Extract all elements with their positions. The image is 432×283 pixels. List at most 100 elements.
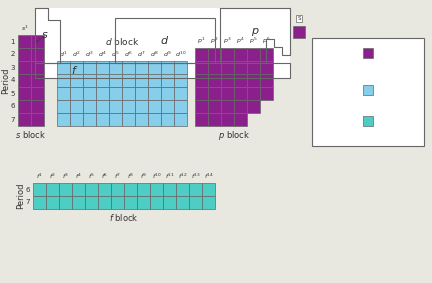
Bar (70, 100, 83, 113)
Text: $f^{3}$: $f^{3}$ (62, 172, 69, 181)
Bar (96, 87, 109, 100)
Text: $p$: $p$ (251, 27, 259, 38)
Bar (150, 183, 163, 196)
Bar (135, 74, 148, 87)
Bar (124, 196, 137, 209)
Bar (31, 100, 44, 113)
Text: $f^{14}$: $f^{14}$ (203, 172, 213, 181)
Bar (18, 61, 31, 74)
Bar (137, 183, 150, 196)
Bar (189, 196, 202, 209)
Text: S: S (297, 16, 301, 21)
Text: Period: Period (16, 183, 25, 209)
Bar (18, 113, 31, 126)
Bar (111, 196, 124, 209)
Bar (221, 74, 234, 87)
Bar (96, 61, 109, 74)
Bar (31, 87, 44, 100)
Text: $f^{13}$: $f^{13}$ (191, 172, 200, 181)
Bar (122, 113, 135, 126)
Bar (208, 100, 221, 113)
Bar (85, 183, 98, 196)
Text: $s$ block: $s$ block (16, 129, 47, 140)
Text: $d^{8}$: $d^{8}$ (150, 50, 159, 59)
Text: $f^{8}$: $f^{8}$ (127, 172, 134, 181)
Bar (18, 74, 31, 87)
Bar (122, 61, 135, 74)
Text: $s^1$: $s^1$ (21, 24, 29, 33)
Bar (234, 87, 247, 100)
Bar (33, 196, 46, 209)
Text: $d$ block: $d$ block (105, 36, 139, 47)
Bar (96, 74, 109, 87)
Text: 7: 7 (10, 117, 15, 123)
Text: $s^2$: $s^2$ (296, 15, 303, 24)
Text: $p^{1}$: $p^{1}$ (197, 36, 206, 46)
Bar (109, 74, 122, 87)
Bar (59, 196, 72, 209)
Text: 4: 4 (11, 78, 15, 83)
Bar (174, 61, 187, 74)
Bar (122, 87, 135, 100)
Bar (31, 35, 44, 48)
Bar (163, 196, 176, 209)
Bar (176, 196, 189, 209)
Text: $f^{1}$: $f^{1}$ (36, 172, 43, 181)
Bar (174, 113, 187, 126)
Bar (31, 61, 44, 74)
Text: 2: 2 (11, 52, 15, 57)
Bar (260, 74, 273, 87)
Text: 7: 7 (25, 200, 30, 205)
Bar (234, 48, 247, 61)
Bar (111, 183, 124, 196)
Text: $d^{10}$: $d^{10}$ (175, 50, 186, 59)
Bar (247, 100, 260, 113)
Text: $d^{3}$: $d^{3}$ (85, 50, 94, 59)
Bar (174, 74, 187, 87)
Bar (83, 113, 96, 126)
Text: $p^{2}$: $p^{2}$ (210, 36, 219, 46)
Text: $d^{4}$: $d^{4}$ (98, 50, 107, 59)
Bar (96, 100, 109, 113)
Bar (122, 100, 135, 113)
Text: $f$ block: $f$ block (109, 212, 139, 223)
Bar (72, 183, 85, 196)
Text: $d$: $d$ (160, 35, 169, 46)
Bar (221, 113, 234, 126)
Bar (98, 183, 111, 196)
Text: $f^{12}$: $f^{12}$ (178, 172, 187, 181)
Bar (18, 87, 31, 100)
Bar (109, 113, 122, 126)
Bar (195, 61, 208, 74)
Bar (83, 61, 96, 74)
Bar (135, 113, 148, 126)
Bar (202, 183, 215, 196)
Bar (31, 74, 44, 87)
Bar (124, 183, 137, 196)
Bar (247, 74, 260, 87)
Bar (208, 74, 221, 87)
Text: $p^{5}$: $p^{5}$ (249, 36, 258, 46)
Bar (57, 100, 70, 113)
Bar (137, 196, 150, 209)
Text: $p^{6}$: $p^{6}$ (262, 36, 271, 46)
Bar (208, 87, 221, 100)
Text: $f^{9}$: $f^{9}$ (140, 172, 147, 181)
Bar (148, 87, 161, 100)
Bar (293, 26, 305, 38)
Bar (70, 87, 83, 100)
Text: $d^{2}$: $d^{2}$ (72, 50, 81, 59)
Text: $d^{6}$: $d^{6}$ (124, 50, 133, 59)
Bar (221, 87, 234, 100)
Bar (247, 48, 260, 61)
Bar (260, 48, 273, 61)
Bar (109, 100, 122, 113)
Bar (31, 48, 44, 61)
Text: (filling $s$ and $p$): (filling $s$ and $p$) (345, 68, 391, 77)
Bar (109, 87, 122, 100)
Bar (195, 100, 208, 113)
Bar (72, 196, 85, 209)
Bar (163, 183, 176, 196)
Text: Transition metals: Transition metals (343, 97, 393, 102)
Bar (70, 61, 83, 74)
